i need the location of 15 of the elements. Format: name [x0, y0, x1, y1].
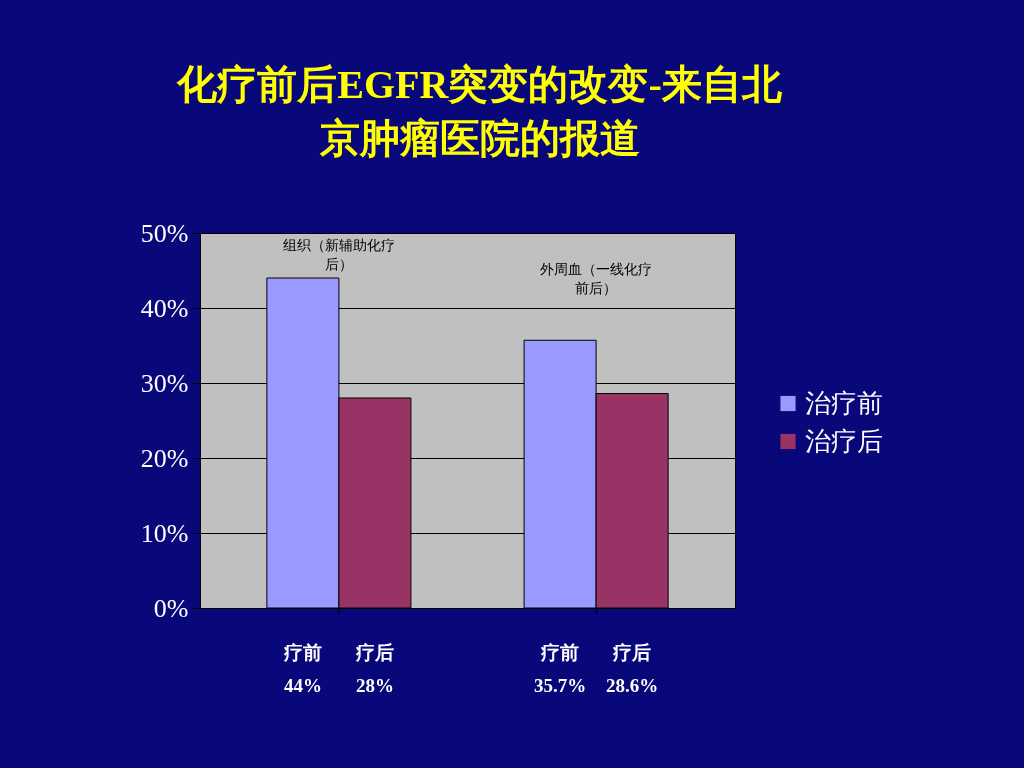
y-tick-label: 0% [153, 593, 189, 623]
data-label: 疗前 44% [282, 642, 322, 696]
y-tick-label: 40% [140, 293, 189, 323]
y-tick-label: 10% [140, 518, 189, 548]
annotation: 组织（新辅助化疗后） [282, 237, 395, 272]
legend-label: 治疗后 [805, 426, 883, 456]
y-tick-label: 20% [140, 443, 189, 473]
legend-label: 治疗前 [805, 388, 883, 418]
annotation: 外周血（一线化疗前后） [540, 261, 653, 296]
data-label: 疗后 28.6% [605, 642, 659, 696]
data-label: 疗后 28% [354, 642, 394, 696]
data-label: 疗前 35.7% [533, 642, 587, 696]
y-tick-label: 50% [140, 218, 189, 248]
y-tick-label: 30% [140, 368, 189, 398]
chart-title: 化疗前后EGFR突变的改变-来自北京肿瘤医院的报道 [176, 62, 783, 161]
